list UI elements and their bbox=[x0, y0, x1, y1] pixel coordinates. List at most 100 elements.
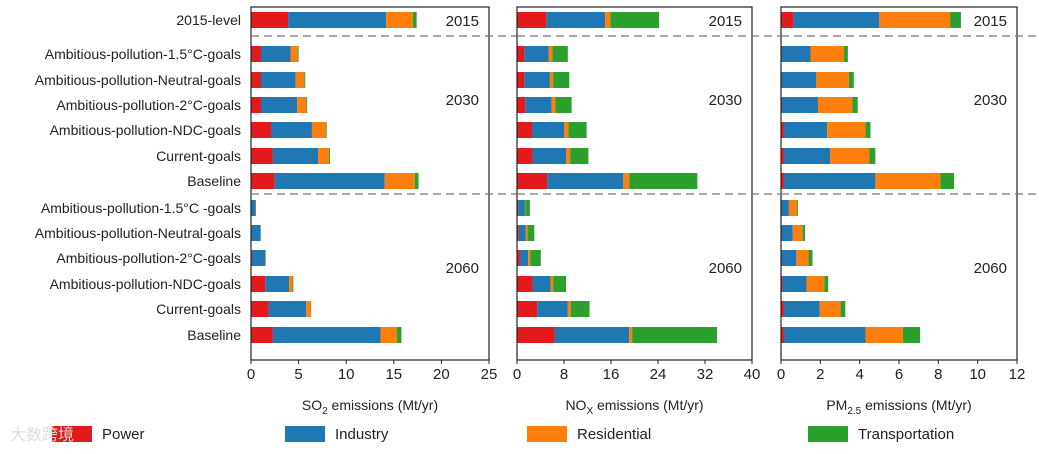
bar-industry bbox=[532, 122, 564, 138]
bar-power bbox=[517, 173, 547, 189]
bar-industry bbox=[547, 173, 623, 189]
bar-power bbox=[517, 72, 524, 88]
x-axis-title: SO2 emissions (Mt/yr) bbox=[302, 397, 438, 417]
bar-transportation bbox=[824, 276, 828, 292]
legend-swatch-industry bbox=[285, 426, 325, 442]
bar-industry bbox=[251, 225, 260, 241]
category-label: Ambitious-pollution-2°C-goals bbox=[56, 250, 241, 266]
bar-residential bbox=[866, 327, 903, 343]
bar-power bbox=[251, 173, 275, 189]
bar-industry bbox=[546, 12, 605, 28]
x-axis-title-sub: 2.5 bbox=[847, 406, 861, 417]
watermark: 大数跨境 bbox=[10, 425, 74, 444]
bar-transportation bbox=[413, 12, 417, 28]
bar-residential bbox=[312, 122, 326, 138]
bar-residential bbox=[289, 276, 292, 292]
bar-transportation bbox=[528, 225, 535, 241]
bar-residential bbox=[807, 276, 825, 292]
bar-transportation bbox=[849, 72, 854, 88]
bar-industry bbox=[793, 12, 879, 28]
year-label: 2015 bbox=[446, 13, 479, 30]
x-tick-label: 6 bbox=[895, 366, 903, 383]
bar-residential bbox=[820, 301, 841, 317]
bar-industry bbox=[261, 46, 291, 62]
bar-residential bbox=[297, 97, 306, 113]
bar-transportation bbox=[570, 148, 588, 164]
bar-transportation bbox=[866, 122, 871, 138]
bar-industry bbox=[533, 148, 566, 164]
bar-transportation bbox=[298, 46, 299, 62]
x-axis-title-main: SO bbox=[302, 397, 322, 413]
bar-transportation bbox=[852, 97, 857, 113]
bar-residential bbox=[385, 173, 415, 189]
bar-industry bbox=[524, 46, 548, 62]
bar-residential bbox=[629, 327, 632, 343]
x-tick-label: 0 bbox=[777, 366, 785, 383]
bar-industry bbox=[783, 276, 807, 292]
category-label: Ambitious-pollution-1.5°C -goals bbox=[41, 200, 241, 216]
year-label: 2030 bbox=[709, 92, 742, 109]
category-label: Current-goals bbox=[156, 301, 241, 317]
x-tick-label: 32 bbox=[697, 366, 714, 383]
bar-transportation bbox=[329, 148, 330, 164]
category-label: Baseline bbox=[187, 327, 241, 343]
bar-industry bbox=[533, 276, 551, 292]
x-tick-label: 5 bbox=[294, 366, 302, 383]
bar-residential bbox=[526, 225, 528, 241]
bar-power bbox=[251, 301, 269, 317]
bar-transportation bbox=[553, 72, 569, 88]
x-axis-title-main: NO bbox=[565, 397, 586, 413]
bar-residential bbox=[879, 12, 950, 28]
x-axis-title-rest: emissions (Mt/yr) bbox=[328, 397, 438, 413]
bar-power bbox=[517, 12, 546, 28]
x-tick-label: 20 bbox=[433, 366, 450, 383]
bar-industry bbox=[782, 97, 818, 113]
bar-residential bbox=[811, 46, 844, 62]
x-tick-label: 4 bbox=[855, 366, 863, 383]
bar-industry bbox=[784, 122, 827, 138]
bar-industry bbox=[275, 173, 385, 189]
x-tick-label: 8 bbox=[560, 366, 568, 383]
bar-power bbox=[517, 148, 533, 164]
bar-transportation bbox=[571, 301, 590, 317]
bar-residential bbox=[830, 148, 869, 164]
bar-transportation bbox=[415, 173, 419, 189]
bar-power bbox=[517, 276, 533, 292]
bar-residential bbox=[564, 122, 568, 138]
bar-industry bbox=[537, 301, 568, 317]
bar-residential bbox=[816, 72, 849, 88]
bar-industry bbox=[273, 148, 318, 164]
bar-transportation bbox=[306, 97, 307, 113]
bar-industry bbox=[524, 72, 550, 88]
bar-power bbox=[251, 72, 261, 88]
bar-power bbox=[517, 46, 524, 62]
bar-residential bbox=[306, 301, 311, 317]
year-label: 2015 bbox=[709, 13, 742, 30]
bar-residential bbox=[380, 327, 396, 343]
x-tick-label: 15 bbox=[385, 366, 402, 383]
x-tick-label: 10 bbox=[969, 366, 986, 383]
legend-swatch-residential bbox=[527, 426, 567, 442]
x-tick-label: 0 bbox=[247, 366, 255, 383]
bar-residential bbox=[827, 122, 865, 138]
bar-transportation bbox=[555, 97, 571, 113]
legend-label: Industry bbox=[335, 426, 389, 443]
bar-industry bbox=[265, 276, 289, 292]
bar-transportation bbox=[797, 200, 798, 216]
category-label: 2015-level bbox=[176, 12, 241, 28]
category-label: Ambitious-pollution-Neutral-goals bbox=[35, 225, 241, 241]
bar-industry bbox=[252, 250, 265, 266]
bar-transportation bbox=[803, 225, 805, 241]
bar-residential bbox=[566, 148, 570, 164]
bar-residential bbox=[296, 72, 305, 88]
legend-swatch-transportation bbox=[808, 426, 848, 442]
bar-power bbox=[251, 12, 288, 28]
bar-industry bbox=[273, 327, 381, 343]
x-tick-label: 24 bbox=[650, 366, 667, 383]
bar-residential bbox=[623, 173, 629, 189]
bar-industry bbox=[269, 301, 307, 317]
